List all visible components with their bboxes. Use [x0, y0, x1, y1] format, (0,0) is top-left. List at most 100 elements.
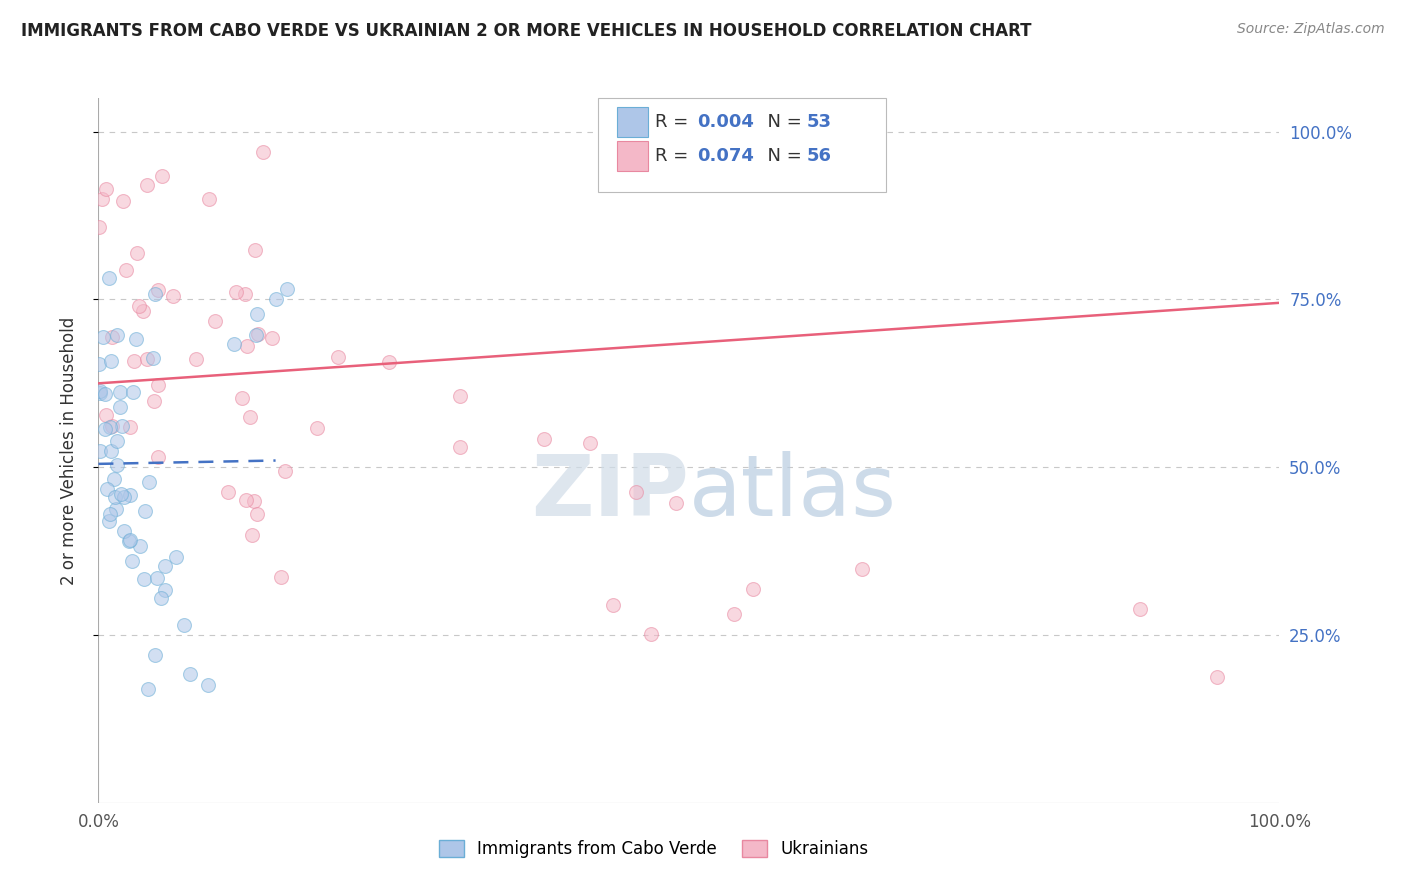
Point: [146, 571, 169, 585]
Point: [197, 678, 219, 692]
Point: [242, 494, 264, 508]
Text: R =: R =: [655, 113, 695, 131]
Point: [121, 554, 143, 568]
Text: 53: 53: [807, 113, 832, 131]
Point: [602, 599, 624, 613]
Point: [101, 418, 124, 433]
Point: [132, 303, 155, 318]
Point: [145, 648, 167, 662]
Point: [112, 490, 135, 504]
Point: [1205, 671, 1227, 685]
Point: [118, 533, 141, 547]
Point: [125, 332, 148, 346]
Point: [105, 328, 128, 343]
Point: [105, 458, 128, 473]
Point: [231, 391, 253, 405]
Point: [98, 507, 121, 521]
Point: [93, 330, 115, 344]
Point: [143, 394, 166, 409]
Y-axis label: 2 or more Vehicles in Household: 2 or more Vehicles in Household: [59, 317, 77, 584]
Point: [98, 420, 121, 434]
Text: Source: ZipAtlas.com: Source: ZipAtlas.com: [1237, 22, 1385, 37]
Point: [246, 307, 269, 321]
Point: [146, 450, 169, 464]
Point: [723, 607, 745, 622]
Point: [305, 421, 328, 435]
Point: [217, 485, 239, 500]
Point: [198, 192, 221, 206]
Point: [90, 193, 112, 207]
Point: [94, 182, 117, 196]
Point: [104, 491, 127, 505]
Point: [165, 549, 187, 564]
Point: [120, 487, 142, 501]
Text: IMMIGRANTS FROM CABO VERDE VS UKRAINIAN 2 OR MORE VEHICLES IN HOUSEHOLD CORRELAT: IMMIGRANTS FROM CABO VERDE VS UKRAINIAN …: [21, 22, 1032, 40]
Point: [236, 339, 259, 353]
Point: [225, 285, 247, 300]
Point: [107, 434, 129, 449]
Point: [665, 496, 688, 510]
Point: [851, 562, 873, 576]
Point: [134, 572, 156, 586]
Text: N =: N =: [756, 113, 808, 131]
Point: [128, 299, 150, 313]
Point: [179, 666, 201, 681]
Point: [104, 501, 127, 516]
Point: [245, 328, 267, 343]
Legend: Immigrants from Cabo Verde, Ukrainians: Immigrants from Cabo Verde, Ukrainians: [432, 833, 875, 865]
Point: [624, 484, 647, 499]
Point: [110, 418, 132, 433]
Point: [533, 432, 555, 446]
Point: [103, 473, 125, 487]
Point: [136, 352, 159, 367]
Point: [87, 219, 110, 234]
Point: [122, 384, 145, 399]
Point: [150, 591, 173, 606]
Point: [118, 534, 141, 549]
Point: [246, 507, 269, 521]
Point: [233, 286, 256, 301]
Text: 0.074: 0.074: [697, 147, 754, 165]
Point: [328, 351, 350, 365]
Point: [449, 389, 471, 403]
Point: [260, 330, 283, 344]
Point: [150, 169, 173, 183]
Point: [1129, 602, 1152, 616]
Point: [153, 559, 176, 574]
Point: [235, 492, 257, 507]
Point: [270, 570, 292, 584]
Point: [449, 440, 471, 454]
Point: [252, 145, 274, 160]
Point: [276, 281, 298, 295]
Point: [100, 354, 122, 368]
Point: [173, 618, 195, 632]
Point: [97, 514, 120, 528]
Point: [138, 475, 160, 490]
Point: [579, 435, 602, 450]
Point: [640, 626, 662, 640]
Point: [146, 378, 169, 392]
Point: [94, 422, 117, 436]
Point: [155, 582, 177, 597]
Point: [186, 352, 208, 367]
Point: [89, 443, 111, 458]
Text: R =: R =: [655, 147, 695, 165]
Point: [127, 246, 149, 260]
Point: [128, 539, 150, 553]
Point: [162, 289, 184, 303]
Point: [124, 353, 146, 368]
Point: [742, 582, 765, 596]
Point: [204, 314, 226, 328]
Point: [112, 194, 135, 209]
Text: ZIP: ZIP: [531, 451, 689, 534]
Point: [143, 287, 166, 301]
Text: atlas: atlas: [689, 451, 897, 534]
Point: [96, 483, 118, 497]
Point: [247, 327, 270, 342]
Point: [146, 283, 169, 297]
Point: [110, 487, 132, 501]
Point: [222, 336, 245, 351]
Point: [266, 292, 288, 306]
Text: 56: 56: [807, 147, 832, 165]
Point: [108, 400, 131, 414]
